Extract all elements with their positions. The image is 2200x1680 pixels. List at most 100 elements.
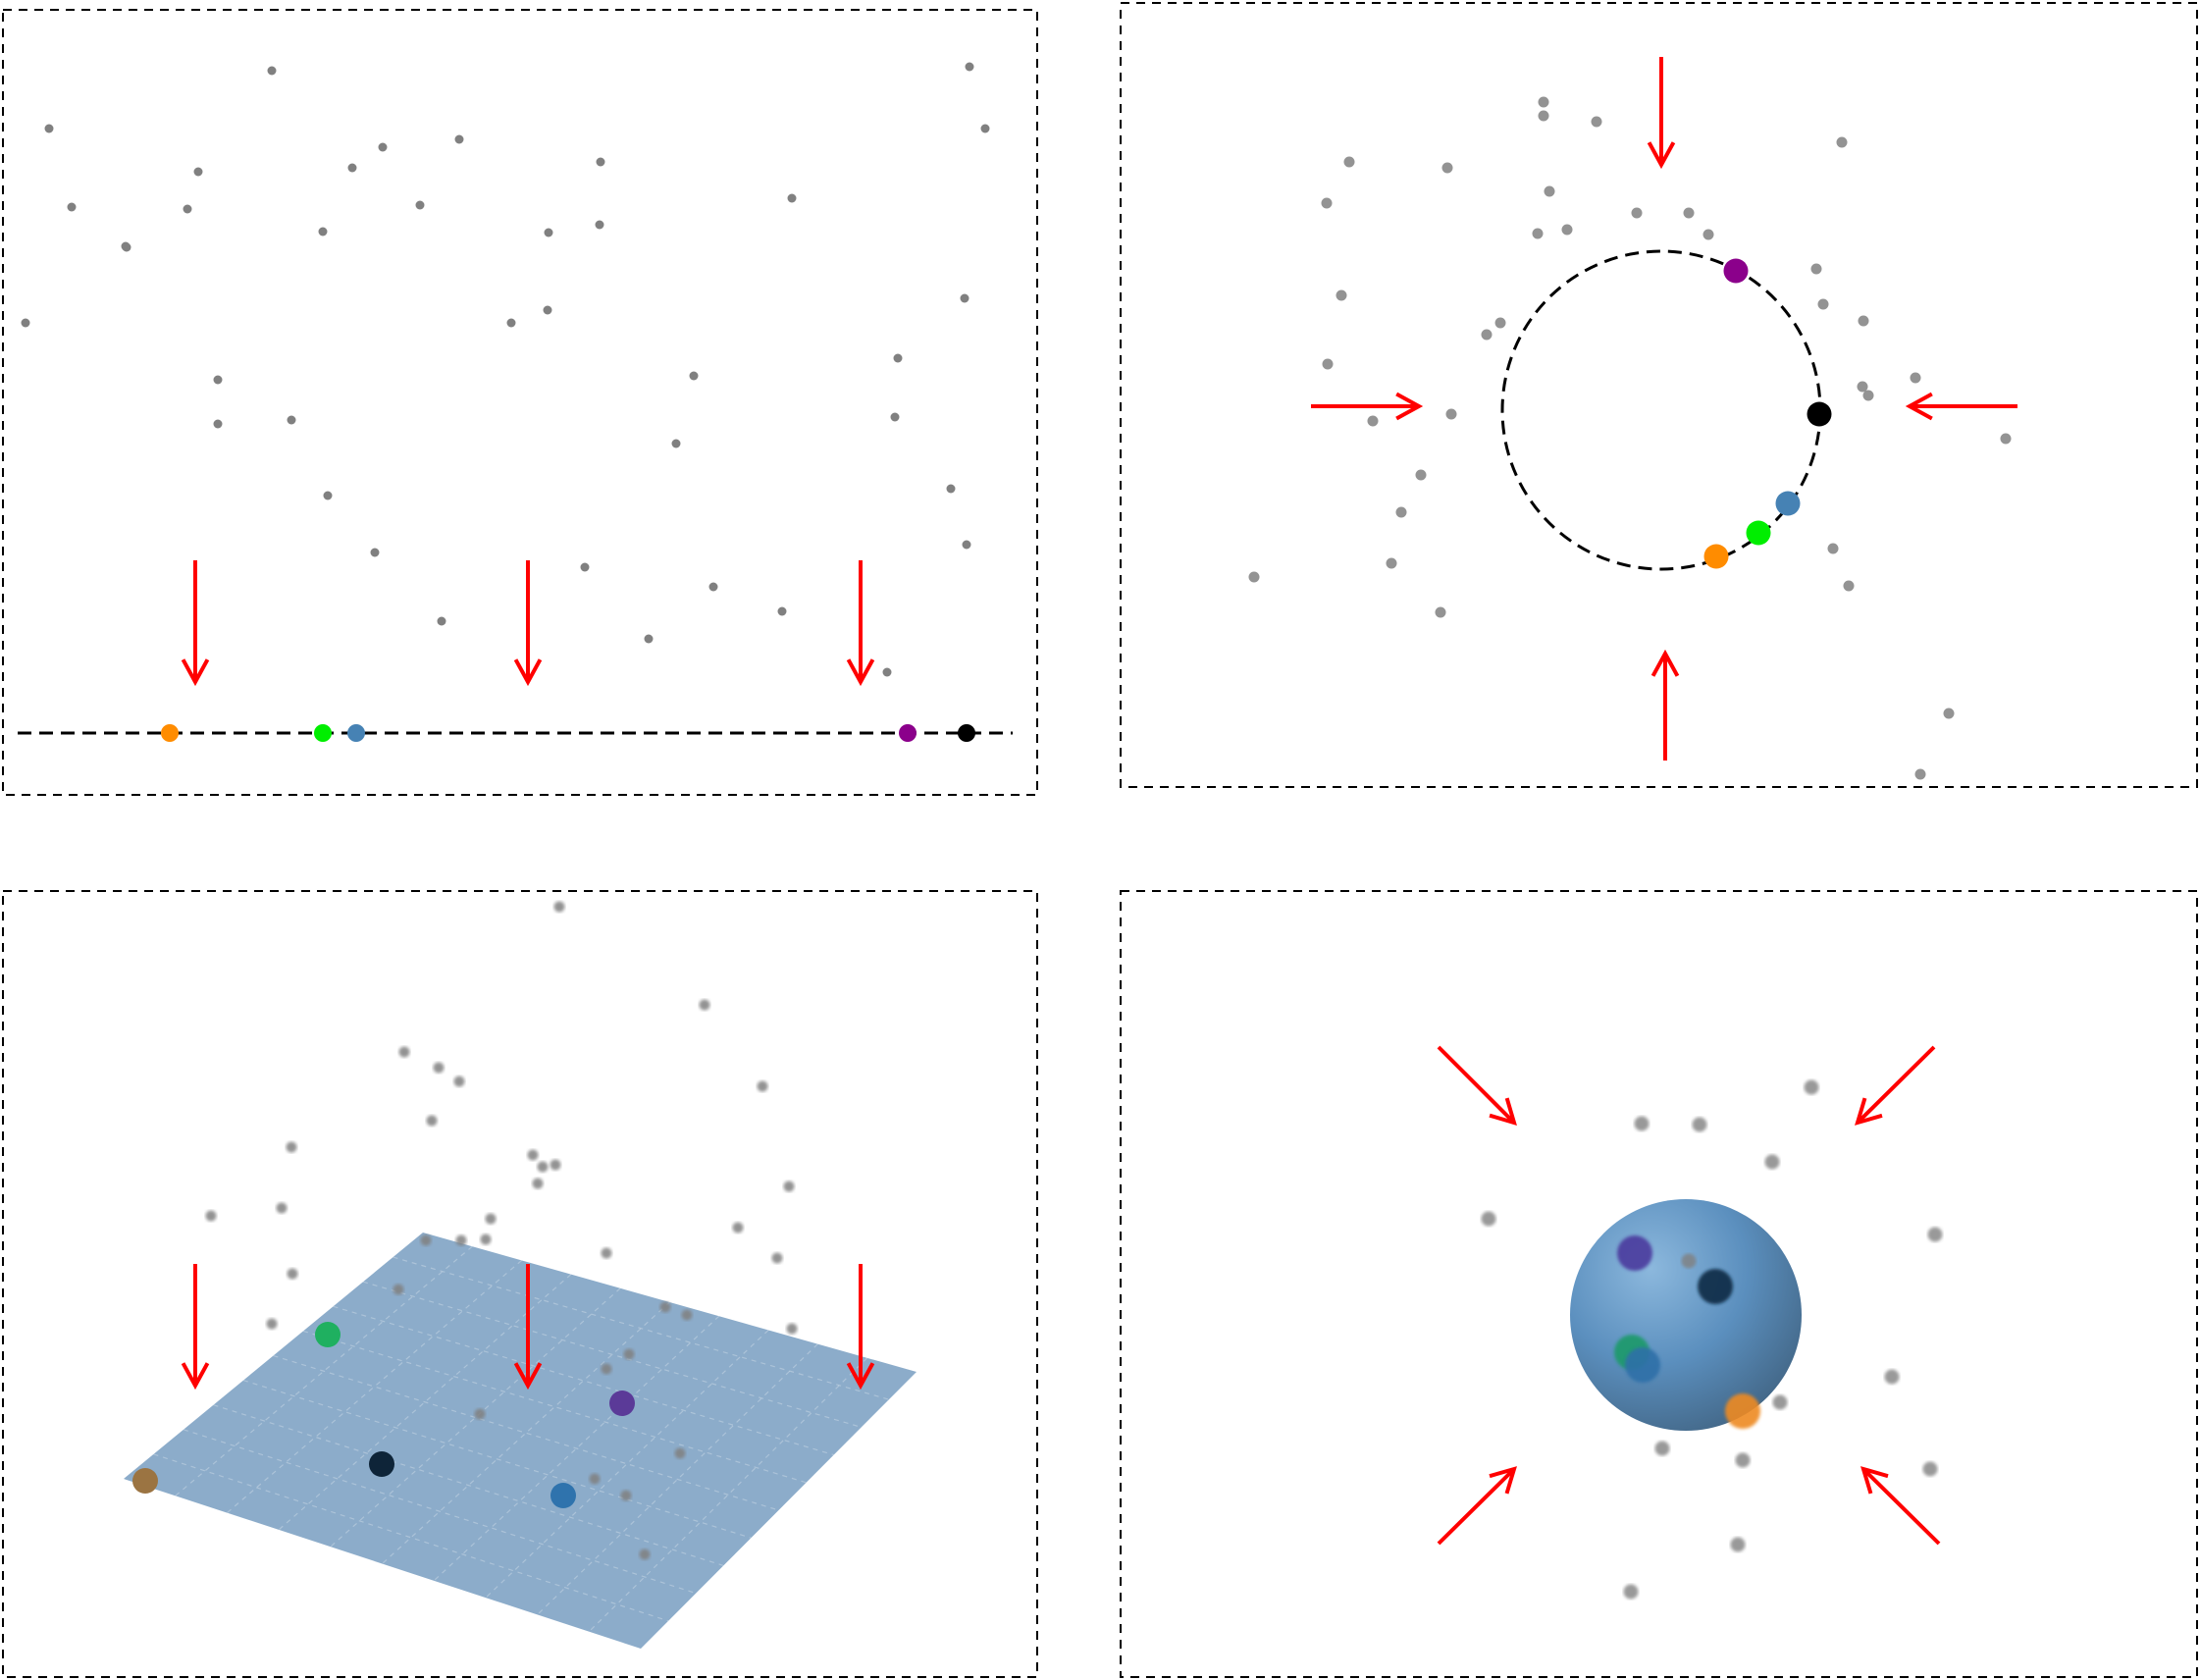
red-arrow-icon xyxy=(846,560,875,687)
sample-point xyxy=(620,1490,632,1501)
sample-point xyxy=(596,157,605,167)
sample-point xyxy=(286,1141,297,1153)
panel-plane xyxy=(2,890,1038,1678)
sample-point xyxy=(287,1268,298,1280)
sample-point xyxy=(659,1301,671,1313)
sample-point xyxy=(771,1252,783,1264)
sample-point xyxy=(1827,543,1839,554)
sample-point xyxy=(213,419,223,429)
red-arrow-icon xyxy=(1437,1045,1517,1126)
sample-point xyxy=(787,193,797,203)
sample-point xyxy=(544,228,553,237)
sample-point xyxy=(205,1210,217,1222)
red-arrow-icon xyxy=(1650,649,1680,761)
sample-point xyxy=(453,1076,465,1087)
projected-point xyxy=(1625,1347,1660,1383)
sample-point xyxy=(454,134,464,144)
projected-point xyxy=(609,1391,635,1416)
sample-point xyxy=(980,124,990,133)
sample-point xyxy=(699,999,710,1011)
panel-circle xyxy=(1120,2,2198,788)
sample-point xyxy=(1910,372,1921,384)
sample-point xyxy=(318,227,328,236)
sample-point xyxy=(1817,298,1829,310)
sample-point xyxy=(378,142,388,152)
sample-point xyxy=(393,1284,404,1295)
sample-point xyxy=(674,1447,686,1459)
sample-point xyxy=(266,1318,278,1330)
panel-sphere xyxy=(1120,890,2198,1678)
sample-point xyxy=(323,491,333,500)
sample-point xyxy=(415,200,425,210)
sample-point xyxy=(671,439,681,448)
projected-point xyxy=(1703,544,1729,569)
sample-point xyxy=(1561,224,1573,236)
sample-point xyxy=(1321,197,1333,209)
sample-point xyxy=(644,634,654,644)
red-arrow-icon xyxy=(1311,392,1424,421)
sample-point xyxy=(890,412,900,422)
red-arrow-icon xyxy=(513,1264,543,1391)
projected-point xyxy=(314,724,332,742)
sample-point xyxy=(960,293,969,303)
red-arrow-icon xyxy=(1647,57,1676,170)
sample-point xyxy=(1386,557,1397,569)
sample-point xyxy=(1538,110,1549,122)
sample-point xyxy=(1435,606,1446,618)
sample-point xyxy=(1681,1253,1697,1269)
sample-point xyxy=(537,1161,549,1173)
projected-point xyxy=(1698,1269,1733,1304)
sample-point xyxy=(532,1178,544,1189)
projected-point xyxy=(1725,1393,1760,1429)
red-arrow-icon xyxy=(1860,1466,1941,1546)
sample-point xyxy=(44,124,54,133)
sample-point xyxy=(589,1473,601,1485)
sample-point xyxy=(1544,185,1555,197)
projected-point xyxy=(132,1468,158,1494)
panel-frame xyxy=(2,9,1038,796)
projected-point xyxy=(1775,491,1801,516)
sample-point xyxy=(777,606,787,616)
sample-point xyxy=(398,1046,410,1058)
red-arrow-icon xyxy=(181,1264,210,1391)
projected-point xyxy=(550,1483,576,1508)
sample-point xyxy=(1591,116,1602,128)
circle-manifold xyxy=(1500,249,1822,571)
sample-point xyxy=(1634,1116,1650,1131)
sample-point xyxy=(1415,469,1427,481)
sample-point xyxy=(1683,207,1695,219)
sample-point xyxy=(1858,315,1869,327)
sample-point xyxy=(67,202,77,212)
sample-point xyxy=(267,66,277,76)
projected-point xyxy=(161,724,179,742)
sample-point xyxy=(21,318,30,328)
sample-point xyxy=(1843,580,1855,592)
sample-point xyxy=(1445,408,1457,420)
sample-point xyxy=(1702,229,1714,240)
sample-point xyxy=(1735,1452,1751,1468)
sample-point xyxy=(1804,1079,1819,1095)
sample-point xyxy=(580,562,590,572)
projected-point xyxy=(1723,258,1749,284)
sample-point xyxy=(1857,381,1868,393)
sample-point xyxy=(474,1408,486,1420)
projected-point xyxy=(1617,1235,1652,1271)
sample-point xyxy=(1343,156,1355,168)
sample-point xyxy=(1836,136,1848,148)
sample-point xyxy=(193,167,203,177)
projected-point xyxy=(1746,520,1771,546)
sample-point xyxy=(550,1159,561,1171)
sample-point xyxy=(623,1348,635,1360)
sample-point xyxy=(213,375,223,385)
sample-point xyxy=(506,318,516,328)
sample-point xyxy=(732,1222,744,1234)
sample-point xyxy=(1927,1227,1943,1242)
sample-point xyxy=(1730,1537,1746,1552)
sample-point xyxy=(757,1080,768,1092)
overlay-layer xyxy=(1614,1235,1760,1429)
projected-point xyxy=(369,1451,394,1477)
sample-point xyxy=(347,163,357,173)
sample-point xyxy=(1395,506,1407,518)
sample-point xyxy=(1322,358,1334,370)
sample-point xyxy=(893,353,903,363)
